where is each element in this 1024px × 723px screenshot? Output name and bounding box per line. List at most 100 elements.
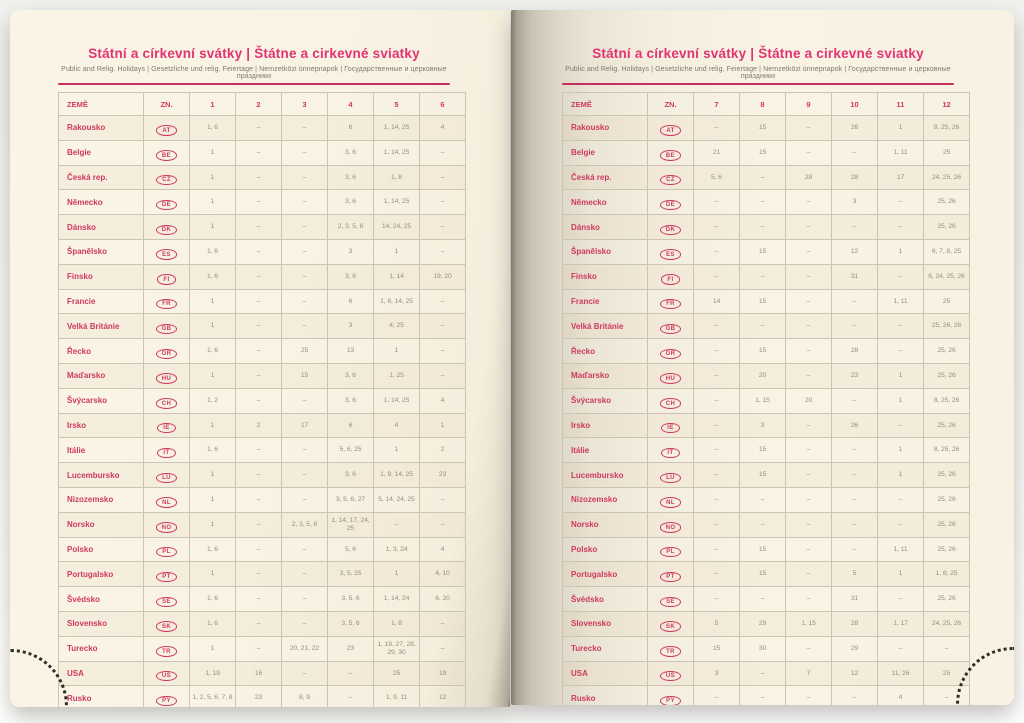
country-column-header: ZEMĚ xyxy=(562,92,648,116)
holiday-days-cell: 28 xyxy=(831,164,878,191)
country-code-cell: GB xyxy=(647,313,694,340)
holiday-days-cell: 3 xyxy=(831,189,878,216)
country-row: Švédsko SE 1, 6– –3, 5, 6 1, 14, 24 6, 20 xyxy=(58,586,466,612)
holiday-days-cell: 3, 6 xyxy=(327,164,374,191)
country-row: Portugalsko PT 1– –3, 5, 25 1 4, 10 xyxy=(58,561,466,588)
country-code-cell: SE xyxy=(647,586,694,612)
holiday-days-cell: 28 xyxy=(831,610,878,637)
country-code-badge: PL xyxy=(660,546,681,558)
holiday-days-cell: 15 xyxy=(739,139,786,166)
country-code-cell: US xyxy=(143,660,190,687)
country-code-badge: PL xyxy=(156,546,177,558)
holiday-days-cell: 20, 21, 22 xyxy=(281,635,328,662)
holiday-days-cell: 1, 11 xyxy=(877,536,924,563)
holiday-days-cell: – xyxy=(693,561,740,588)
country-code-badge: LU xyxy=(156,472,177,484)
holiday-days-cell: 1 xyxy=(189,189,236,216)
holiday-days-cell: 8, 25, 26 xyxy=(923,437,970,464)
holiday-days-cell: – xyxy=(419,511,466,538)
holiday-days-cell: – xyxy=(831,685,878,705)
holiday-days-cell: – xyxy=(693,437,740,464)
country-row: Belgie BE 1– –3, 6 1, 14, 25– xyxy=(58,139,466,166)
country-code-badge: NL xyxy=(156,497,177,508)
holiday-days-cell: 24, 25, 26 xyxy=(923,610,970,637)
country-name: Itálie xyxy=(58,437,144,464)
holiday-days-cell: – xyxy=(281,164,328,191)
country-code-cell: HU xyxy=(143,362,190,389)
page-subtitle: Public and Relig. Holidays | Gesetzliche… xyxy=(61,66,447,80)
country-code-cell: LU xyxy=(647,462,694,488)
holiday-days-cell: 1, 15 xyxy=(739,387,786,414)
country-name: Švédsko xyxy=(58,586,144,612)
holiday-days-cell: 1, 6 xyxy=(189,437,236,464)
country-name: Česká rep. xyxy=(562,164,648,191)
country-code-cell: PT xyxy=(143,561,190,588)
country-code-cell: AT xyxy=(143,115,190,141)
country-row: Česká rep. CZ 5, 6–28 28 17 24, 25, 26 xyxy=(562,164,970,191)
holiday-days-cell: 1, 17 xyxy=(877,610,924,637)
holiday-days-cell: 20 xyxy=(739,362,786,389)
holiday-days-cell: – xyxy=(693,586,740,612)
holiday-days-cell: 6 xyxy=(327,288,374,315)
holiday-days-cell: – xyxy=(419,214,466,240)
country-row: Irsko IE 1 2 17 6 4 1 xyxy=(58,412,466,439)
country-row: USA US 3–7 12 11, 26 25 xyxy=(562,660,970,687)
country-row: Slovensko SK 5 29 1, 15 28 1, 17 24, 25, 26 xyxy=(562,610,970,637)
holiday-days-cell: – xyxy=(235,238,282,265)
holiday-days-cell: 25, 26 xyxy=(923,412,970,439)
country-code-badge: FR xyxy=(660,298,681,310)
country-name: Rusko xyxy=(58,685,144,707)
holiday-days-cell: – xyxy=(281,610,328,637)
holiday-days-cell: – xyxy=(785,263,832,290)
holiday-days-cell: – xyxy=(235,288,282,315)
holiday-days-cell: – xyxy=(785,288,832,315)
country-code-badge: CH xyxy=(659,398,682,409)
holiday-days-cell: – xyxy=(235,313,282,340)
holiday-days-cell: 1, 3, 24 xyxy=(373,536,420,563)
holiday-days-cell: – xyxy=(693,387,740,414)
country-code-cell: GB xyxy=(143,313,190,340)
holiday-days-cell: 1 xyxy=(373,561,420,588)
country-name: USA xyxy=(58,660,144,687)
holiday-days-cell: – xyxy=(419,164,466,191)
holiday-days-cell: – xyxy=(693,313,740,340)
holiday-days-cell: 1, 14, 25 xyxy=(373,115,420,141)
holiday-days-cell: – xyxy=(693,189,740,216)
holiday-days-cell: 3 xyxy=(327,313,374,340)
holiday-days-cell: 20 xyxy=(785,387,832,414)
country-code-badge: LU xyxy=(660,472,681,484)
country-row: Norsko NO 1–2, 3, 5, 6 1, 14, 17, 24, 25– – xyxy=(58,511,466,538)
country-row: Švýcarsko CH 1, 2– –3, 6 1, 14, 25 4 xyxy=(58,387,466,414)
holiday-days-cell: – xyxy=(785,635,832,662)
country-row: Španělsko ES 1, 6– –3 1– xyxy=(58,238,466,265)
holiday-days-cell: 1 xyxy=(877,437,924,464)
country-column-header: ZEMĚ xyxy=(58,92,144,116)
country-row: Itálie IT 1, 6– –5, 6, 25 1 2 xyxy=(58,437,466,464)
holiday-days-cell: – xyxy=(693,263,740,290)
holiday-days-cell: 25, 26 xyxy=(923,214,970,240)
country-name: Irsko xyxy=(58,412,144,439)
holiday-days-cell: 15 xyxy=(739,338,786,364)
holiday-days-cell: 8, 9 xyxy=(281,685,328,707)
holiday-days-cell: – xyxy=(785,486,832,513)
month-column-header: 1 xyxy=(189,92,236,116)
holiday-days-cell: – xyxy=(831,313,878,340)
page-title: Státní a církevní svátky | Štátne a cirk… xyxy=(592,46,924,61)
holiday-days-cell: – xyxy=(877,263,924,290)
page-title: Státní a církevní svátky | Štátne a cirk… xyxy=(88,46,420,61)
holiday-days-cell: – xyxy=(877,586,924,612)
holiday-days-cell: 12 xyxy=(419,685,466,707)
country-code-cell: DK xyxy=(647,214,694,240)
country-code-cell: NO xyxy=(143,511,190,538)
holiday-days-cell: 3, 6 xyxy=(327,387,374,414)
holiday-days-cell: 25 xyxy=(281,338,328,364)
holiday-days-cell: 1, 8 xyxy=(373,164,420,191)
holiday-days-cell: 1 xyxy=(877,362,924,389)
holiday-days-cell: 1, 14, 24 xyxy=(373,586,420,612)
country-code-badge: IE xyxy=(157,422,176,434)
country-name: Nizozemsko xyxy=(58,486,144,513)
holiday-days-cell: – xyxy=(281,189,328,216)
holiday-days-cell: – xyxy=(877,338,924,364)
holiday-days-cell: – xyxy=(693,462,740,488)
country-name: Maďarsko xyxy=(58,362,144,389)
